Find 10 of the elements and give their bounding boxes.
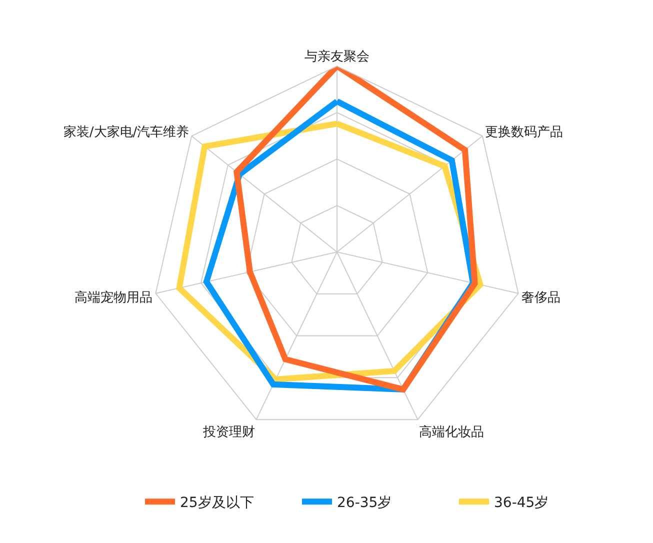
spoke-label: 家装/大家电/汽车维养	[63, 124, 190, 140]
legend-label: 36-45岁	[494, 495, 549, 512]
spoke-label: 高端化妆品	[419, 424, 484, 440]
spoke-label: 更换数码产品	[484, 125, 563, 140]
spoke-label: 高端宠物用品	[74, 289, 153, 306]
legend-label: 25岁及以下	[180, 495, 254, 512]
spoke-label: 奢侈品	[521, 290, 560, 306]
spoke-label: 投资理财	[202, 425, 255, 440]
legend-label: 26-35岁	[337, 495, 392, 512]
spoke-label: 与亲友聚会	[304, 49, 370, 64]
